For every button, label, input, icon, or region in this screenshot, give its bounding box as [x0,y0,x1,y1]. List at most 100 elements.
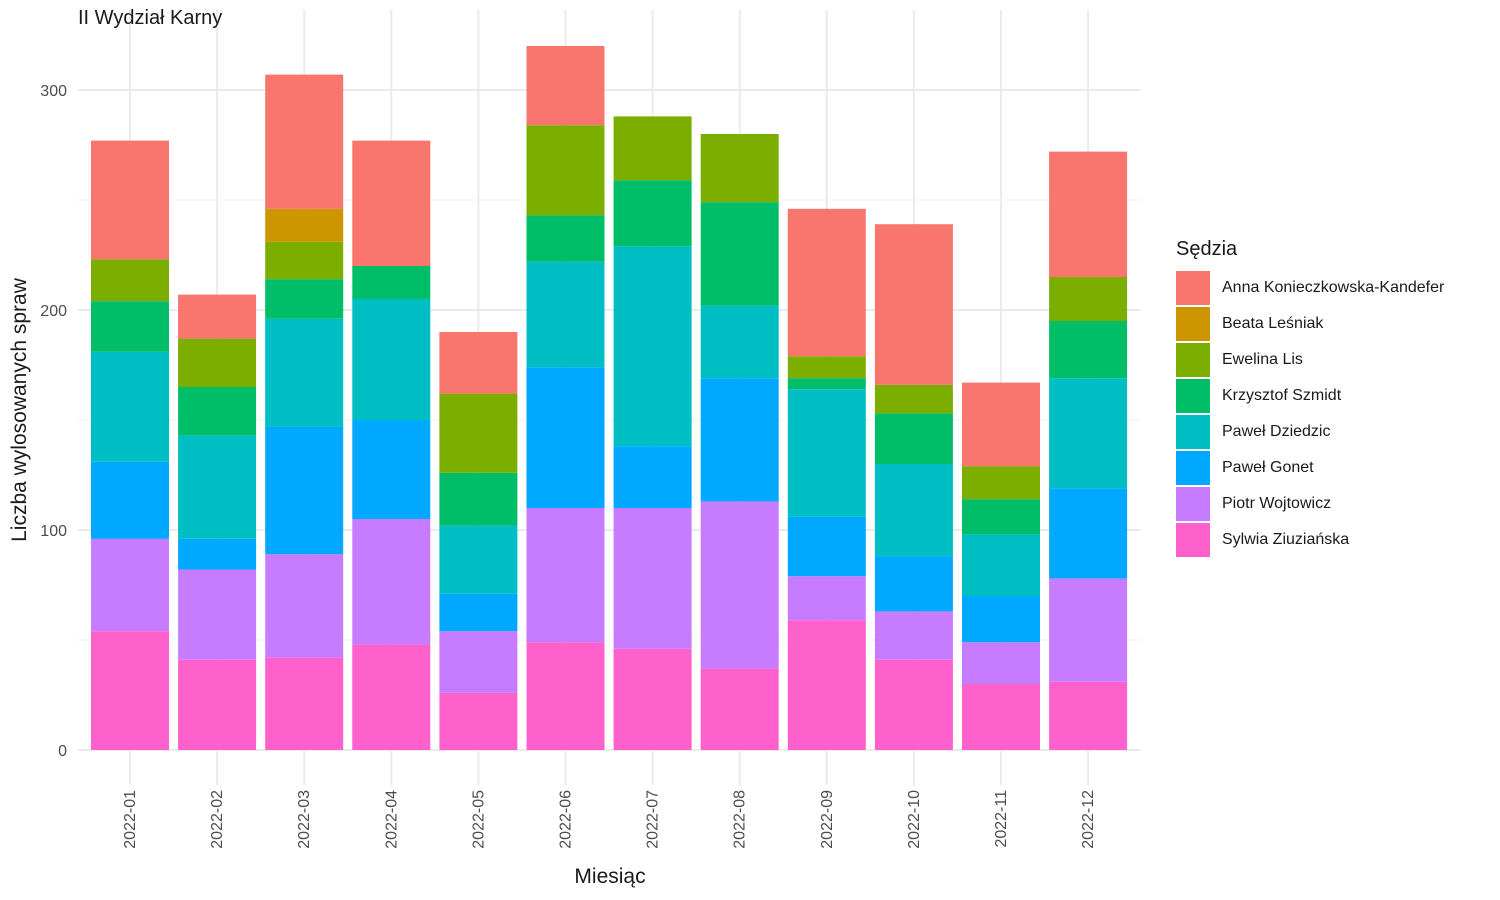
bar-segment [613,446,692,508]
bar-segment [178,538,257,570]
bar-segment [91,301,169,352]
bar-segment [265,279,344,319]
y-tick-label: 300 [40,83,67,100]
bar-segment [1049,578,1128,682]
bar-segment [613,648,692,750]
bar-segment [613,508,692,649]
legend-items: Anna Konieczkowska-Kandefer Beata Leśniak… [1176,270,1444,558]
bar-segment [962,596,1040,643]
bar-segment [439,472,518,526]
bar-segment [1049,681,1128,750]
bar-segment [787,208,866,357]
bar-segment [178,569,257,660]
bar-segment [439,332,518,394]
bar-segment [352,140,431,266]
x-axis-title: Miesiąc [574,865,646,888]
bar-segment [613,246,692,447]
bar-segment [613,116,692,181]
x-tick-label: 2022-11 [993,790,1010,848]
legend-item: Piotr Wojtowicz [1176,486,1444,522]
legend-label: Piotr Wojtowicz [1222,495,1332,512]
bar-segment [439,393,518,473]
bar-segment [265,318,344,427]
legend-item: Krzysztof Szmidt [1176,378,1444,414]
legend-key [1176,487,1210,521]
legend-title: Sędzia [1176,238,1238,260]
chart-title: II Wydział Karny [78,7,223,29]
bar-segment [265,241,344,280]
bar-segment [1049,378,1128,489]
bar-segment [962,642,1040,684]
legend-key [1176,343,1210,377]
x-tick-label: 2022-01 [122,790,139,849]
bar-segment [700,202,779,306]
x-tick-label: 2022-10 [906,790,923,849]
legend-label: Ewelina Lis [1222,351,1303,368]
bar-segment [1049,488,1128,579]
legend-label: Paweł Gonet [1222,459,1314,476]
legend-label: Krzysztof Szmidt [1222,387,1342,404]
bar-segment [265,74,344,209]
legend-item: Beata Leśniak [1176,306,1444,342]
x-tick-label: 2022-06 [558,790,575,849]
bar-segment [91,631,169,750]
bar-segment [874,611,953,660]
legend-label: Sylwia Ziuziańska [1222,531,1350,548]
legend-key [1176,451,1210,485]
legend-item: Sylwia Ziuziańska [1176,522,1444,558]
y-axis-title: Liczba wylosowanych spraw [8,278,31,542]
legend-key [1176,271,1210,305]
legend-label: Paweł Dziedzic [1222,423,1331,440]
bar-segment [526,261,605,368]
legend-item: Ewelina Lis [1176,342,1444,378]
legend-item: Paweł Gonet [1176,450,1444,486]
bar-segment [352,266,431,299]
bar-segment [265,657,344,750]
bar-segment [439,525,518,594]
bar-segment [787,389,866,517]
bar-segment [787,356,866,379]
y-tick-label: 0 [58,743,67,760]
bar-segment [613,180,692,247]
bar-segment [178,294,257,339]
bar-segment [700,668,779,750]
bar-segment [787,378,866,390]
bar-segment [787,576,866,621]
bar-segment [265,208,344,242]
y-tick-label: 200 [40,303,67,320]
bar-segment [91,259,169,302]
bar-segment [178,435,257,539]
bar-segment [526,215,605,262]
bar-segment [352,420,431,519]
bar-segment [526,642,605,750]
bar-segment [874,384,953,414]
bar-segment [526,367,605,508]
bar-segment [874,224,953,385]
bar-segment [874,464,953,557]
bar-segment [700,134,779,203]
legend-label: Anna Konieczkowska-Kandefer [1222,279,1445,296]
legend-item: Paweł Dziedzic [1176,414,1444,450]
x-tick-label: 2022-04 [383,790,400,849]
bar-segment [700,501,779,669]
bar-segment [439,593,518,632]
bar-segment [91,140,169,260]
bar-segment [352,644,431,750]
bar-segment [962,382,1040,467]
bar-segment [265,426,344,555]
bar-segment [1049,321,1128,379]
bar-segment [874,413,953,464]
bar-segment [962,466,1040,500]
bar-segment [962,684,1040,750]
x-tick-label: 2022-12 [1080,790,1097,849]
x-tick-label: 2022-02 [209,790,226,849]
x-tick-label: 2022-07 [645,790,662,849]
bar-segment [526,46,605,126]
bar-segment [962,534,1040,596]
bar-segment [874,556,953,612]
legend-key [1176,415,1210,449]
bar-segment [91,461,169,539]
bar-segment [787,516,866,577]
bar-segment [178,659,257,750]
